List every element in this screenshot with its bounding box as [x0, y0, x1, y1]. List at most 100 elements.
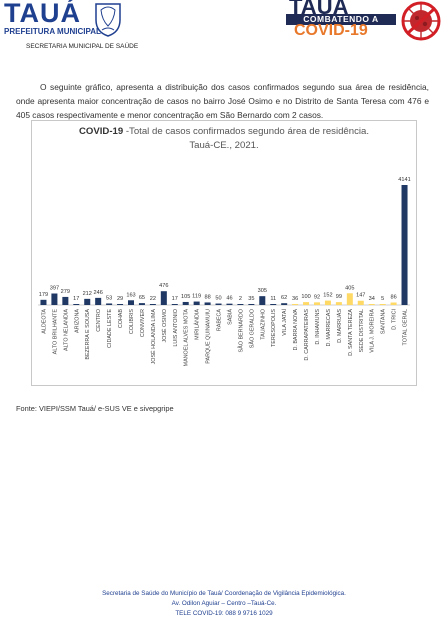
chart-title-block: COVID-19 -Total de casos confirmados seg…	[32, 125, 416, 153]
data-label-20: 305	[258, 288, 267, 294]
campaign-logo: TAUÁ COMBATENDO A COVID-19	[286, 0, 444, 42]
data-label-11: 476	[159, 283, 168, 289]
category-label-21: TERESOPOLIS	[271, 309, 277, 347]
bar-26	[324, 300, 331, 305]
category-label-14: MIRILÂNDIA	[194, 309, 201, 340]
data-label-25: 92	[314, 294, 320, 300]
bar-10	[149, 304, 156, 305]
bar-14	[193, 301, 200, 305]
category-label-12: LUIS ANTONIO	[173, 309, 179, 347]
data-label-8: 163	[126, 292, 135, 298]
bar-9	[138, 303, 145, 305]
bar-23	[292, 303, 299, 305]
data-label-15: 88	[204, 294, 210, 300]
chart-title-rest: -Total de casos confirmados segundo área…	[123, 126, 370, 137]
category-label-2: ALTO NELANDIA	[63, 309, 69, 351]
bar-17	[226, 303, 233, 305]
bar-18	[237, 304, 244, 305]
page-footer: Secretaria de Saúde do Município de Tauá…	[0, 589, 448, 619]
category-label-6: CIDADE LESTE	[107, 309, 113, 348]
category-label-23: D. BARRA NOVA	[293, 309, 299, 351]
bar-25	[313, 302, 321, 305]
data-label-24: 100	[301, 294, 310, 300]
bar-13	[182, 301, 189, 305]
data-label-7: 29	[117, 296, 123, 302]
category-label-26: D. MARRECAS	[326, 309, 332, 347]
bar-29	[357, 300, 364, 305]
bar-chart: 179 ALDEOTA 397 ALTO BRILHANTE 279 ALTO NELAN…	[38, 177, 411, 366]
bar-15	[204, 302, 211, 305]
bar-21	[270, 304, 277, 305]
logo-left-sub: PREFEITURA MUNICIPAL	[4, 27, 101, 36]
bar-5	[95, 297, 102, 305]
data-label-6: 53	[106, 295, 112, 301]
bar-31	[379, 304, 386, 305]
category-label-8: COLIBRIS	[129, 309, 135, 335]
bar-1	[51, 293, 58, 305]
secretaria-label: SECRETARIA MUNICIPAL DE SAÚDE	[26, 43, 139, 50]
intro-paragraph: O seguinte gráfico, apresenta a distribu…	[16, 82, 429, 121]
chart-container: COVID-19 -Total de casos confirmados seg…	[31, 120, 417, 386]
footer-line-3: TELE COVID-19: 088 9 9716 1029	[175, 610, 273, 617]
data-label-18: 2	[239, 296, 242, 302]
data-label-1: 397	[50, 285, 59, 291]
category-label-24: D. CARRAPATEIRAS	[304, 309, 310, 361]
data-label-22: 62	[281, 295, 287, 301]
virus-prohibited-icon	[401, 1, 441, 41]
data-label-0: 179	[39, 292, 48, 298]
category-label-29: SEDE DISTRITAL	[359, 309, 365, 352]
prefeitura-logo: TAUÁ PREFEITURA MUNICIPAL	[2, 0, 127, 40]
category-label-11: JOSÉ OSIMO	[161, 309, 168, 343]
category-label-25: D. INHAMUNS	[315, 309, 321, 345]
bar-6	[106, 303, 113, 305]
bar-28	[346, 293, 353, 305]
bar-33	[401, 185, 408, 305]
category-label-22: VILA JATAÍ	[281, 309, 288, 336]
data-label-33: 4141	[398, 177, 410, 183]
data-label-30: 34	[369, 296, 375, 302]
bar-12	[171, 304, 178, 305]
data-label-29: 147	[356, 293, 365, 299]
bar-20	[259, 296, 266, 305]
data-label-5: 246	[94, 290, 103, 296]
bar-27	[335, 302, 342, 305]
page-header: TAUÁ PREFEITURA MUNICIPAL SECRETARIA MUN…	[0, 0, 448, 60]
bar-32	[390, 302, 397, 305]
chart-subtitle: Tauá-CE., 2021.	[189, 140, 259, 151]
data-label-32: 86	[390, 295, 396, 301]
category-label-33: TOTAL GERAL	[403, 309, 409, 345]
bar-0	[40, 299, 47, 305]
data-label-9: 65	[139, 295, 145, 301]
data-label-31: 5	[381, 296, 384, 302]
bar-4	[84, 298, 91, 305]
bar-3	[73, 304, 80, 305]
data-label-3: 17	[73, 296, 79, 302]
bar-22	[281, 303, 288, 305]
logo-right-covid: COVID-19	[294, 22, 368, 39]
logo-right-band: COMBATENDO A	[286, 14, 396, 25]
category-label-30: VILA J. MOREIRA	[370, 309, 376, 353]
bar-24	[303, 302, 310, 305]
data-label-4: 212	[83, 291, 92, 297]
crest-icon	[95, 3, 121, 37]
data-label-28: 405	[345, 285, 354, 291]
bar-30	[368, 304, 375, 305]
category-label-7: COHAB	[118, 309, 124, 329]
category-label-10: JOSÉ HOLANDA LIMA	[150, 309, 157, 365]
category-label-32: D. TRICI	[392, 309, 398, 330]
category-label-18: SÃO BERNARDO	[237, 309, 244, 352]
category-label-3: ARIZONA	[74, 309, 80, 333]
data-label-16: 50	[215, 296, 221, 302]
data-label-19: 35	[248, 296, 254, 302]
data-label-14: 119	[192, 294, 201, 300]
data-label-27: 99	[336, 294, 342, 300]
category-label-1: ALTO BRILHANTE	[52, 309, 58, 355]
data-label-23: 36	[292, 296, 298, 302]
data-label-13: 105	[181, 294, 190, 300]
category-label-27: D. MARRUÁS	[336, 309, 343, 343]
logo-left-word: TAUÁ	[4, 0, 81, 28]
category-label-9: CONVIVER	[140, 309, 146, 337]
category-label-17: SABIÁ	[226, 309, 233, 325]
category-label-20: TAUAZINHO	[260, 309, 266, 340]
category-label-0: ALDEOTA	[41, 309, 47, 334]
